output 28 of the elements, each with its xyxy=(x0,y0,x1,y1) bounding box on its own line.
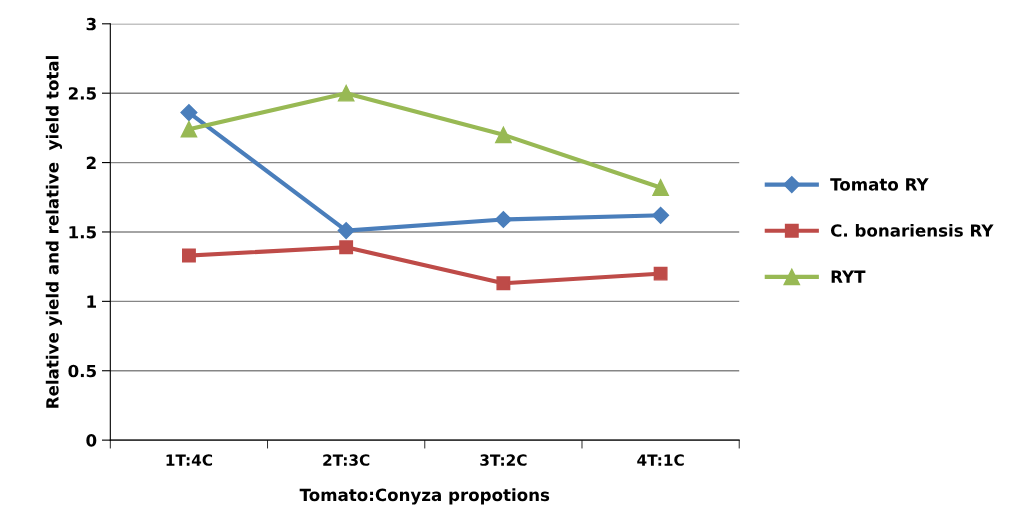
point xyxy=(495,126,512,144)
point xyxy=(180,104,198,122)
point xyxy=(496,276,511,291)
y-tick-label: 2.5 xyxy=(68,87,96,100)
y-tick-label: 2 xyxy=(86,156,96,169)
point xyxy=(337,222,355,240)
legend-label: C. bonariensis RY xyxy=(830,223,994,237)
y-tick-label: 1.5 xyxy=(69,226,96,239)
point xyxy=(339,240,354,255)
x-axis-title: Tomato:Conyza propotions xyxy=(299,488,550,505)
point xyxy=(652,206,670,224)
legend-label: RYT xyxy=(831,270,866,283)
x-tick-label: 3T:2C xyxy=(480,454,527,466)
x-tick-label: 1T:4C xyxy=(166,454,213,466)
legend-label: Tomato RY xyxy=(830,178,929,191)
point xyxy=(652,179,669,196)
x-tick-label: 4T:1C xyxy=(637,454,684,466)
point xyxy=(494,210,512,229)
y-tick-label: 0.5 xyxy=(68,364,96,378)
y-axis-title: Relative yield and relative yield total xyxy=(45,56,63,408)
point xyxy=(181,248,196,263)
point xyxy=(653,266,668,281)
point xyxy=(337,84,355,102)
y-tick-label: 0 xyxy=(86,434,97,447)
y-tick-label: 1 xyxy=(87,295,96,308)
x-tick-label: 2T:3C xyxy=(323,454,370,466)
point xyxy=(180,120,198,138)
y-tick-label: 3 xyxy=(86,17,96,31)
